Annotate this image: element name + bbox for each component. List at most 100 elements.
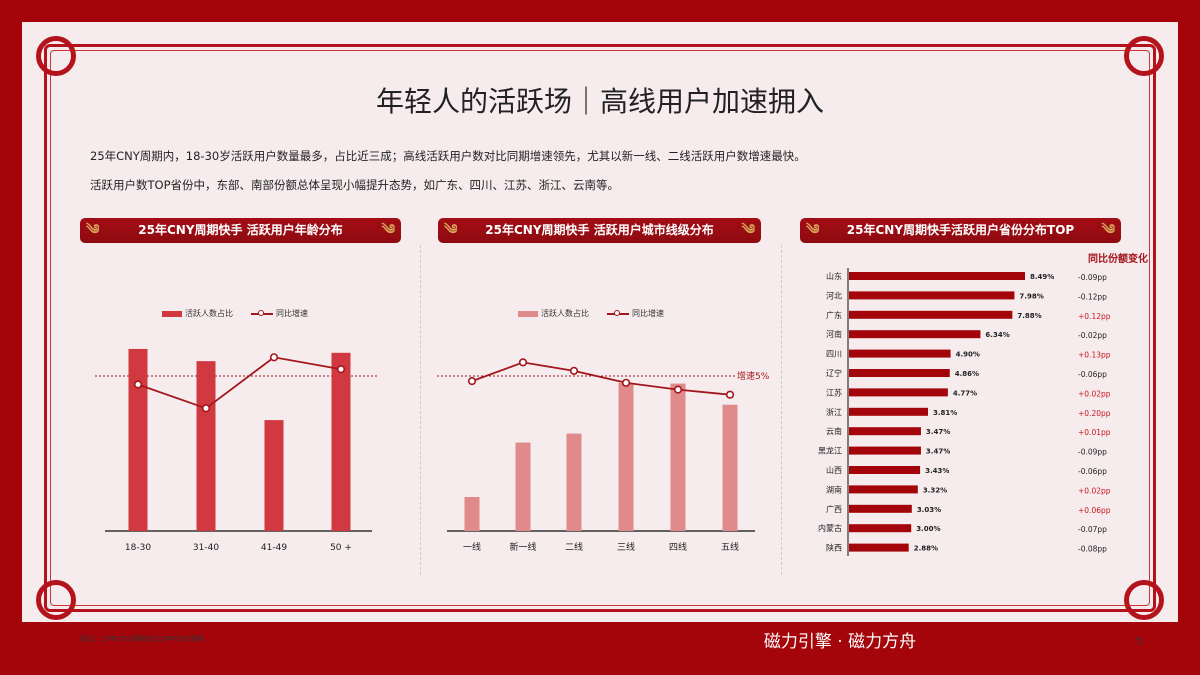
legend-label: 同比增速 <box>632 309 664 318</box>
x-tick-label: 50 + <box>330 543 352 553</box>
age-legend: 活跃人数占比 同比增速 <box>162 308 308 319</box>
province-label: 内蒙古 <box>818 523 842 533</box>
footnote: 周比：25年CNY周期对比24年CNY周期 <box>80 635 204 643</box>
corner-ornament-icon <box>36 580 76 620</box>
province-label: 山东 <box>826 271 842 281</box>
bar <box>670 383 686 531</box>
share-change: +0.06pp <box>1078 506 1111 515</box>
growth-line <box>471 361 731 396</box>
growth-point <box>269 353 279 362</box>
city-chart-header: ༄ 25年CNY周期快手 活跃用户城市线级分布 ༄ <box>438 218 761 243</box>
province-bar <box>849 291 1015 300</box>
share-change: -0.06pp <box>1078 370 1107 379</box>
growth-point <box>518 358 528 367</box>
x-tick-label: 新一线 <box>509 541 536 553</box>
corner-ornament-icon <box>36 36 76 76</box>
growth-line <box>137 356 342 410</box>
value-label: 7.98% <box>1019 292 1043 300</box>
province-label: 黑龙江 <box>818 446 842 456</box>
share-change: -0.08pp <box>1078 545 1107 554</box>
bar <box>464 497 480 531</box>
share-change: -0.09pp <box>1078 273 1107 282</box>
cloud-ornament-icon: ༄ <box>381 222 395 238</box>
growth-point <box>725 390 735 399</box>
legend-item: 同比增速 <box>607 308 664 319</box>
province-bar <box>849 349 951 358</box>
city-chart-title: 25年CNY周期快手 活跃用户城市线级分布 <box>485 223 714 237</box>
province-bar <box>849 485 918 494</box>
age-chart-title: 25年CNY周期快手 活跃用户年龄分布 <box>138 223 343 237</box>
bar <box>128 348 148 531</box>
province-bar <box>849 330 981 339</box>
x-tick-label: 18-30 <box>125 543 151 553</box>
value-label: 4.77% <box>953 389 977 397</box>
summary-line-1: 25年CNY周期内，18-30岁活跃用户数量最多，占比近三成；高线活跃用户数对比… <box>90 149 806 163</box>
value-label: 3.47% <box>926 448 950 456</box>
province-label: 湖南 <box>826 484 842 494</box>
value-label: 3.00% <box>916 525 940 533</box>
value-label: 4.86% <box>955 370 979 378</box>
value-label: 3.32% <box>923 486 947 494</box>
province-label: 河北 <box>826 290 842 300</box>
bar <box>722 404 738 531</box>
province-label: 广西 <box>826 504 842 514</box>
value-label: 8.49% <box>1030 273 1054 281</box>
province-bar <box>849 407 928 416</box>
x-tick-label: 五线 <box>721 541 739 553</box>
growth-point <box>201 404 211 413</box>
growth-point <box>467 377 477 386</box>
value-label: 2.88% <box>914 545 938 553</box>
value-label: 3.03% <box>917 506 941 514</box>
share-change: +0.13pp <box>1078 351 1111 360</box>
divider <box>420 245 421 575</box>
summary-line-2: 活跃用户数TOP省份中，东部、南部份额总体呈现小幅提升态势，如广东、四川、江苏、… <box>90 178 620 192</box>
legend-swatch <box>518 310 538 317</box>
legend-swatch <box>162 310 182 317</box>
share-change: +0.02pp <box>1078 486 1111 495</box>
province-bar <box>849 524 912 533</box>
change-header: 同比份额变化 <box>1088 254 1148 265</box>
province-label: 辽宁 <box>826 368 842 378</box>
cloud-ornament-icon: ༄ <box>444 222 458 238</box>
province-bar <box>849 388 948 397</box>
bar <box>515 442 531 531</box>
page-number: 5 <box>1136 636 1143 647</box>
province-chart-title: 25年CNY周期快手活跃用户省份分布TOP <box>846 223 1075 237</box>
growth-point <box>336 365 346 374</box>
province-label: 山西 <box>826 465 842 475</box>
province-bar <box>849 466 921 474</box>
legend-label: 活跃人数占比 <box>541 309 589 318</box>
value-label: 7.88% <box>1017 312 1041 320</box>
province-label: 浙江 <box>826 407 842 417</box>
legend-item: 活跃人数占比 <box>162 308 233 319</box>
legend-line-icon <box>607 309 629 316</box>
province-bar <box>849 310 1013 319</box>
province-label: 云南 <box>826 426 842 436</box>
brand-logo: 磁力引擎 · 磁力方舟 <box>700 627 980 657</box>
reference-label: 增速5% <box>737 370 770 382</box>
x-tick-label: 四线 <box>669 541 687 553</box>
cloud-ornament-icon: ༄ <box>86 222 100 238</box>
province-bar <box>849 427 921 436</box>
value-label: 3.47% <box>926 428 950 436</box>
cloud-ornament-icon: ༄ <box>1101 222 1115 238</box>
province-label: 河南 <box>826 329 842 339</box>
share-change: -0.02pp <box>1078 331 1107 340</box>
province-label: 四川 <box>826 350 842 359</box>
x-tick-label: 31-40 <box>193 543 219 553</box>
age-chart-header: ༄ 25年CNY周期快手 活跃用户年龄分布 ༄ <box>80 218 401 243</box>
corner-ornament-icon <box>1124 36 1164 76</box>
value-label: 4.90% <box>956 351 980 359</box>
cloud-ornament-icon: ༄ <box>806 222 820 238</box>
footer-bar <box>0 650 1200 675</box>
share-change: +0.02pp <box>1078 389 1111 398</box>
share-change: +0.20pp <box>1078 409 1111 418</box>
legend-item: 同比增速 <box>251 308 308 319</box>
growth-point <box>621 378 631 387</box>
share-change: -0.07pp <box>1078 525 1107 534</box>
share-change: +0.12pp <box>1078 312 1111 321</box>
province-bar <box>849 272 1025 280</box>
x-tick-label: 一线 <box>463 541 481 553</box>
legend-line-icon <box>251 309 273 316</box>
